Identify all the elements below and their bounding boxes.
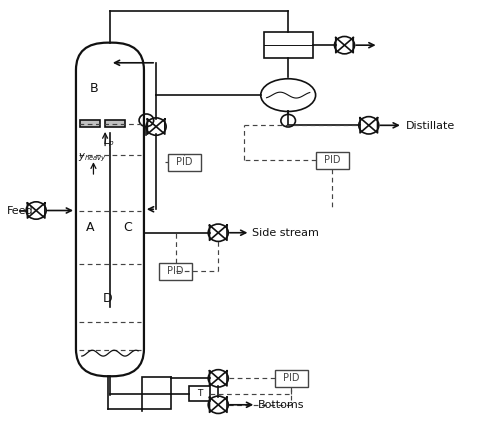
- Text: T: T: [197, 389, 203, 398]
- Bar: [80, 120, 100, 127]
- Ellipse shape: [261, 79, 316, 112]
- Bar: [264, 32, 314, 58]
- Bar: [168, 154, 201, 171]
- Text: Bottoms: Bottoms: [258, 400, 304, 410]
- Text: Distillate: Distillate: [406, 121, 455, 131]
- Bar: [316, 152, 349, 168]
- Bar: [142, 377, 170, 408]
- Bar: [105, 120, 125, 127]
- Bar: [189, 386, 210, 401]
- Text: PID: PID: [176, 157, 192, 167]
- Text: D: D: [103, 292, 112, 305]
- Bar: [275, 370, 308, 387]
- Text: PID: PID: [324, 155, 340, 165]
- Text: $L_p$: $L_p$: [103, 134, 115, 149]
- Text: Feed: Feed: [6, 205, 33, 216]
- Text: C: C: [124, 221, 132, 234]
- Text: $y_{heavy}$: $y_{heavy}$: [78, 152, 107, 164]
- Bar: [159, 263, 192, 280]
- Text: B: B: [90, 83, 99, 95]
- Text: A: A: [86, 221, 95, 234]
- FancyBboxPatch shape: [76, 43, 144, 376]
- Text: PID: PID: [167, 266, 184, 276]
- Text: PID: PID: [283, 373, 300, 384]
- Text: Side stream: Side stream: [252, 228, 319, 238]
